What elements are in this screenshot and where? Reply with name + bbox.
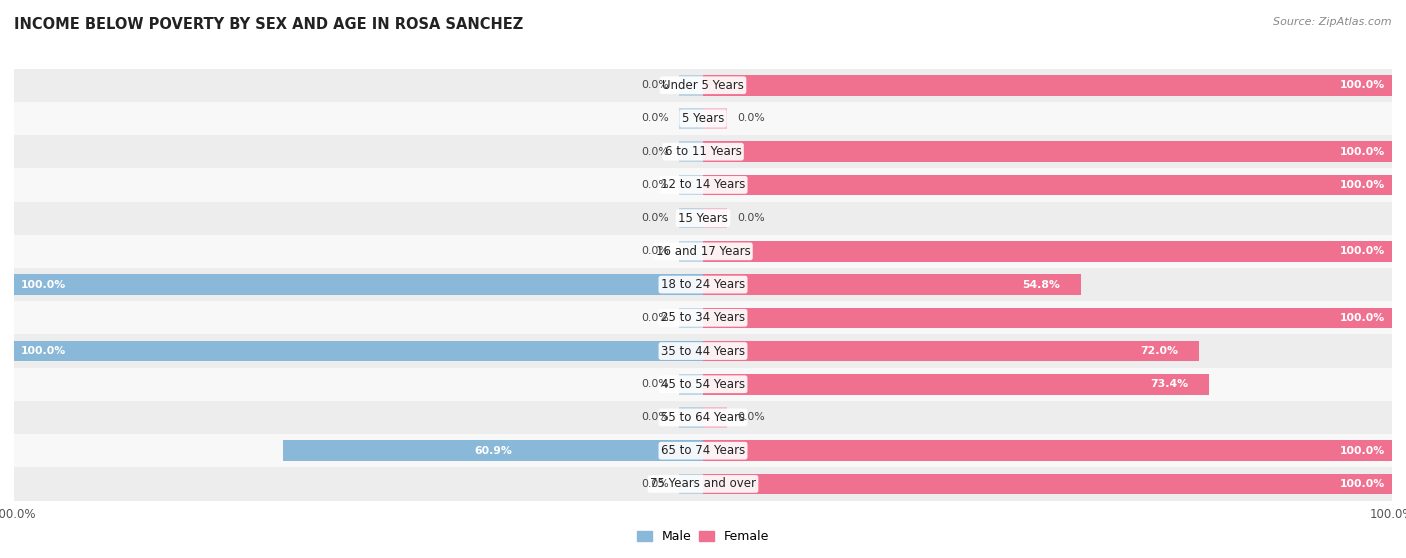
Bar [703,440,1392,461]
Bar [14,201,1392,235]
Text: 15 Years: 15 Years [678,211,728,225]
Text: 100.0%: 100.0% [1340,147,1385,157]
Text: 0.0%: 0.0% [641,412,669,422]
Text: Source: ZipAtlas.com: Source: ZipAtlas.com [1274,17,1392,27]
Text: 100.0%: 100.0% [1340,80,1385,90]
Bar [703,208,727,228]
Bar [14,401,1392,434]
Text: 45 to 54 Years: 45 to 54 Years [661,378,745,391]
Bar [679,474,703,494]
Text: 16 and 17 Years: 16 and 17 Years [655,245,751,258]
Bar [14,169,1392,201]
Text: 0.0%: 0.0% [641,246,669,256]
Bar [703,474,1392,494]
Text: 0.0%: 0.0% [738,113,765,123]
Bar [14,434,1392,467]
Text: 54.8%: 54.8% [1022,280,1060,290]
Text: 5 Years: 5 Years [682,112,724,125]
Text: 72.0%: 72.0% [1140,346,1178,356]
Bar [14,268,1392,301]
Bar [703,241,1392,262]
Bar [679,241,703,262]
Text: 100.0%: 100.0% [1340,479,1385,489]
Bar [703,141,1392,162]
Text: 73.4%: 73.4% [1150,379,1188,389]
Text: 100.0%: 100.0% [21,346,66,356]
Text: 100.0%: 100.0% [1340,246,1385,256]
Text: 12 to 14 Years: 12 to 14 Years [661,179,745,191]
Bar [679,407,703,428]
Bar [14,467,1392,501]
Text: 65 to 74 Years: 65 to 74 Years [661,444,745,457]
Text: 0.0%: 0.0% [641,379,669,389]
Bar [703,307,1392,328]
Text: 100.0%: 100.0% [1340,180,1385,190]
Text: 0.0%: 0.0% [641,147,669,157]
Text: 100.0%: 100.0% [1340,446,1385,456]
Bar [703,407,727,428]
Text: 60.9%: 60.9% [474,446,512,456]
Bar [703,75,1392,95]
Text: 0.0%: 0.0% [738,412,765,422]
Bar [703,175,1392,195]
Legend: Male, Female: Male, Female [631,525,775,548]
Text: INCOME BELOW POVERTY BY SEX AND AGE IN ROSA SANCHEZ: INCOME BELOW POVERTY BY SEX AND AGE IN R… [14,17,523,32]
Text: 25 to 34 Years: 25 to 34 Years [661,311,745,324]
Text: 0.0%: 0.0% [641,180,669,190]
Bar [14,334,1392,368]
Bar [679,307,703,328]
Bar [284,440,703,461]
Bar [14,341,703,362]
Bar [679,175,703,195]
Bar [14,135,1392,169]
Bar [703,341,1199,362]
Bar [14,69,1392,102]
Bar [679,75,703,95]
Text: 75 Years and over: 75 Years and over [650,478,756,490]
Bar [14,368,1392,401]
Bar [679,108,703,129]
Text: Under 5 Years: Under 5 Years [662,79,744,92]
Bar [679,208,703,228]
Text: 18 to 24 Years: 18 to 24 Years [661,278,745,291]
Text: 100.0%: 100.0% [21,280,66,290]
Text: 6 to 11 Years: 6 to 11 Years [665,145,741,158]
Text: 35 to 44 Years: 35 to 44 Years [661,344,745,358]
Text: 0.0%: 0.0% [641,313,669,323]
Bar [14,102,1392,135]
Text: 0.0%: 0.0% [641,80,669,90]
Text: 100.0%: 100.0% [1340,313,1385,323]
Text: 0.0%: 0.0% [641,213,669,223]
Bar [14,235,1392,268]
Bar [679,374,703,395]
Text: 0.0%: 0.0% [641,113,669,123]
Text: 55 to 64 Years: 55 to 64 Years [661,411,745,424]
Bar [14,275,703,295]
Bar [703,108,727,129]
Bar [679,141,703,162]
Text: 0.0%: 0.0% [738,213,765,223]
Bar [14,301,1392,334]
Bar [703,374,1209,395]
Bar [703,275,1081,295]
Text: 0.0%: 0.0% [641,479,669,489]
